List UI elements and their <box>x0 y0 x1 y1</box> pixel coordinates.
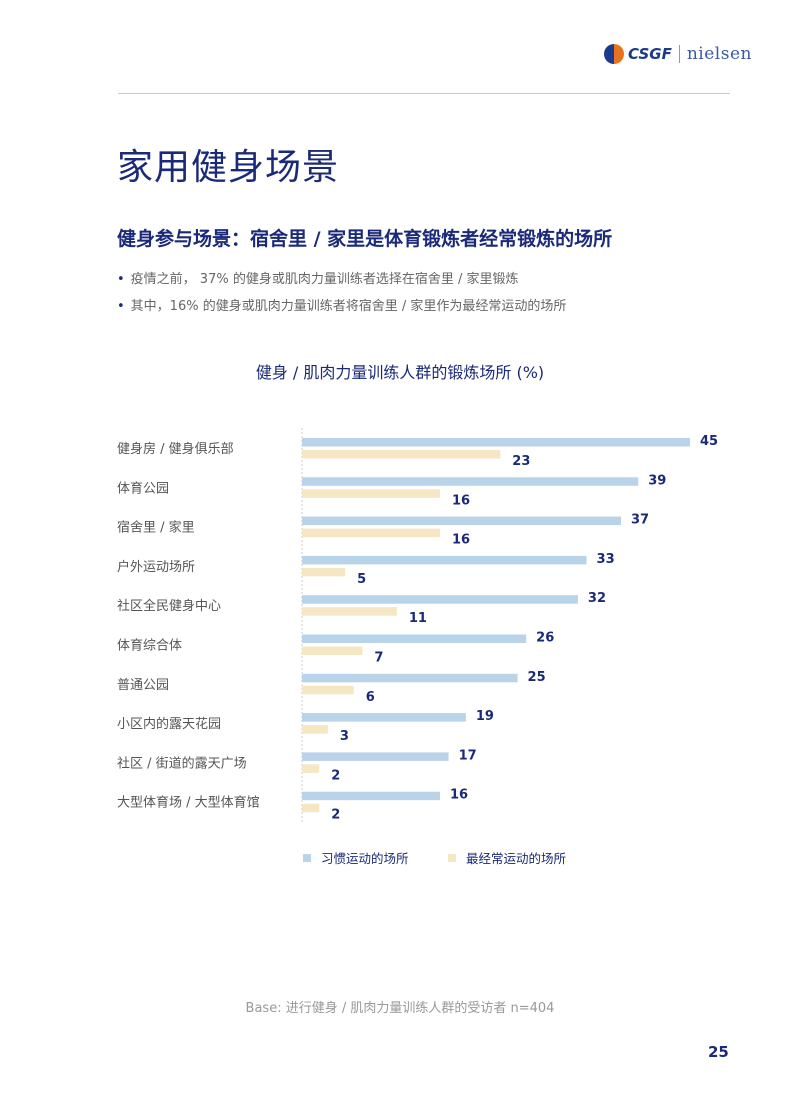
bullet-list: • 疫情之前， 37% 的健身或肌肉力量训练者选择在宿舍里 / 家里锻炼 • 其中，… <box>117 268 566 322</box>
bar-most-frequent <box>302 607 397 616</box>
data-label: 16 <box>452 533 470 548</box>
bar-most-frequent <box>302 528 440 538</box>
bar-habitual <box>302 477 639 486</box>
data-label: 26 <box>536 631 554 646</box>
bar-habitual <box>302 634 527 643</box>
legend-label: 最经常运动的场所 <box>466 851 566 866</box>
bar-habitual <box>302 713 466 722</box>
category-label: 社区 / 街道的露天广场 <box>117 755 247 771</box>
category-label: 社区全民健身中心 <box>117 598 221 614</box>
bar-habitual <box>302 438 690 447</box>
category-label: 户外运动场所 <box>117 559 195 575</box>
category-label: 体育公园 <box>117 480 169 496</box>
category-label: 健身房 / 健身俱乐部 <box>117 441 234 457</box>
legend-swatch <box>448 854 456 862</box>
data-label: 19 <box>476 709 494 724</box>
data-label: 37 <box>631 513 649 528</box>
data-label: 2 <box>331 768 340 783</box>
data-label: 16 <box>452 493 470 508</box>
data-label: 45 <box>700 434 718 449</box>
data-label: 7 <box>374 651 383 666</box>
data-label: 6 <box>366 690 375 705</box>
bar-habitual <box>302 595 578 604</box>
data-label: 25 <box>528 670 546 685</box>
legend-swatch <box>303 854 311 862</box>
data-label: 2 <box>331 808 340 823</box>
bar-most-frequent <box>302 646 363 655</box>
bullet-item: • 疫情之前， 37% 的健身或肌肉力量训练者选择在宿舍里 / 家里锻炼 <box>117 272 519 287</box>
bullet-text: 其中，16% 的健身或肌肉力量训练者将宿舍里 / 家里作为最经常运动的场所 <box>130 299 567 314</box>
bullet-text: 疫情之前， 37% 的健身或肌肉力量训练者选择在宿舍里 / 家里锻炼 <box>130 272 519 287</box>
legend-label: 习惯运动的场所 <box>321 851 409 866</box>
bar-habitual <box>302 555 587 565</box>
data-label: 17 <box>459 748 477 763</box>
bar-most-frequent <box>302 725 328 734</box>
csgf-logo-icon <box>604 44 624 64</box>
logo-nielsen: nielsen <box>686 44 752 64</box>
data-label: 39 <box>648 473 666 488</box>
page-title: 家用健身场景 <box>117 147 340 188</box>
page-subtitle: 健身参与场景：宿舍里 / 家里是体育锻炼者经常锻炼的场所 <box>117 228 613 250</box>
base-note: Base: 进行健身 / 肌肉力量训练人群的受访者 n=404 <box>245 1001 555 1016</box>
data-label: 3 <box>340 729 349 744</box>
category-label: 普通公园 <box>117 678 169 693</box>
data-label: 5 <box>357 572 366 587</box>
bar-habitual <box>302 752 449 761</box>
bar-most-frequent <box>302 764 320 773</box>
category-label: 小区内的露天花园 <box>117 716 221 732</box>
category-label: 体育综合体 <box>117 638 182 654</box>
page-number: 25 <box>708 1043 729 1061</box>
data-label: 32 <box>588 591 606 606</box>
bullet-item: • 其中，16% 的健身或肌肉力量训练者将宿舍里 / 家里作为最经常运动的场所 <box>117 299 567 314</box>
data-label: 16 <box>450 788 468 803</box>
logo-csgf: CSGF <box>628 45 672 63</box>
bar-habitual <box>302 516 622 526</box>
category-label: 大型体育场 / 大型体育馆 <box>117 795 260 811</box>
bar-habitual <box>302 673 518 683</box>
data-label: 11 <box>409 611 427 626</box>
logo-divider <box>678 45 680 63</box>
chart-title: 健身 / 肌肉力量训练人群的锻炼场所 (%) <box>255 363 545 382</box>
bar-most-frequent <box>302 567 346 577</box>
data-label: 23 <box>512 454 530 469</box>
bar-habitual <box>302 791 440 801</box>
bar-most-frequent <box>302 489 440 498</box>
header-divider <box>118 93 730 94</box>
bar-most-frequent <box>302 803 320 813</box>
logo: CSGF nielsen <box>604 44 752 64</box>
category-label: 宿舍里 / 家里 <box>117 520 195 536</box>
bar-most-frequent <box>302 685 354 695</box>
data-label: 33 <box>597 552 615 567</box>
bar-most-frequent <box>302 450 501 459</box>
